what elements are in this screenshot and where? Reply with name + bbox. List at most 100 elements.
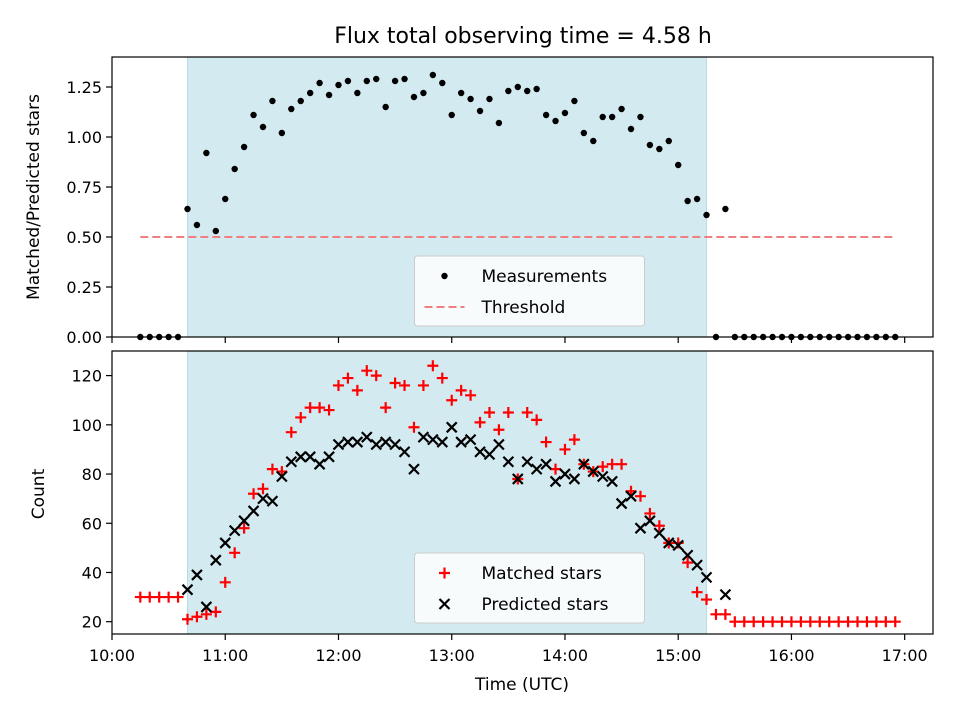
series-1 (134, 360, 901, 628)
data-point (842, 616, 854, 628)
y-tick-label: 60 (82, 514, 102, 533)
data-point (580, 129, 588, 137)
data-point (200, 608, 212, 620)
data-point (615, 497, 628, 510)
x-tick-label: 10:00 (89, 646, 135, 665)
data-point (559, 443, 571, 455)
data-point (748, 616, 760, 628)
data-point (785, 616, 797, 628)
data-point (193, 221, 201, 229)
legend-label: Predicted stars (482, 595, 609, 615)
data-point (533, 85, 540, 93)
data-point (540, 458, 552, 470)
data-point (361, 431, 373, 443)
data-point (410, 93, 418, 101)
data-point (229, 547, 241, 559)
data-point (502, 407, 514, 419)
data-point (719, 588, 732, 601)
data-point (391, 77, 399, 85)
data-point (814, 616, 826, 628)
data-point (521, 455, 533, 468)
data-point (540, 436, 552, 448)
data-point (493, 424, 505, 436)
x-tick-label: 12:00 (315, 646, 361, 665)
bottom-plot-area: 20 40 60 80 100 120 10:00 11:00 12:00 13:00 14:00 1… (71, 350, 934, 665)
data-point (181, 613, 193, 625)
data-point (408, 463, 420, 475)
data-point (524, 87, 531, 95)
data-point (587, 465, 600, 478)
y-tick-label: 100 (71, 416, 102, 435)
data-point (354, 89, 361, 97)
data-point (561, 109, 569, 117)
data-point (483, 407, 495, 419)
data-point (512, 473, 524, 485)
data-point (210, 554, 222, 566)
x-tick-label: 13:00 (429, 646, 475, 665)
data-point (542, 111, 550, 119)
data-point (304, 402, 316, 414)
data-point (238, 515, 250, 527)
data-point (399, 379, 411, 391)
data-point (625, 490, 637, 502)
data-point (295, 411, 307, 423)
data-point (578, 458, 590, 470)
y-tick-label: 0.00 (66, 328, 102, 347)
data-point (656, 145, 663, 153)
data-point (474, 446, 486, 458)
data-point (634, 490, 646, 502)
y-tick-label: 0.25 (66, 278, 102, 297)
data-point (332, 438, 345, 451)
data-point (351, 436, 364, 448)
data-point (219, 576, 231, 588)
data-point (590, 137, 597, 145)
data-point (710, 608, 722, 620)
data-point (646, 141, 654, 149)
data-point (738, 616, 750, 628)
data-point (172, 591, 184, 603)
legend-swatch (441, 272, 448, 280)
data-point (285, 426, 297, 438)
data-point (370, 438, 383, 451)
data-point (257, 492, 269, 505)
data-point (880, 616, 892, 628)
data-point (550, 463, 562, 475)
data-point (701, 594, 713, 606)
data-point (266, 495, 279, 507)
data-point (682, 557, 694, 569)
data-point (417, 431, 430, 443)
data-point (436, 372, 448, 384)
data-point (568, 434, 580, 446)
chart-title: Flux total observing time = 4.58 h (334, 24, 712, 49)
data-point (833, 616, 845, 628)
data-point (163, 591, 175, 603)
data-point (608, 113, 616, 121)
data-point (693, 195, 701, 203)
data-point (259, 123, 267, 131)
data-point (389, 377, 401, 389)
data-point (861, 616, 873, 628)
data-point (467, 95, 474, 103)
data-point (276, 470, 288, 483)
data-point (210, 606, 222, 618)
data-point (370, 370, 382, 382)
top-y-axis-label: Matched/Predicted stars (24, 94, 44, 300)
data-point (398, 446, 411, 458)
data-point (729, 616, 741, 628)
data-point (285, 455, 298, 468)
data-point (662, 537, 675, 549)
data-point (269, 97, 276, 105)
data-point (373, 75, 380, 83)
data-point (144, 591, 156, 603)
data-point (389, 438, 401, 451)
data-point (200, 601, 213, 613)
data-point (571, 97, 578, 105)
data-point (439, 79, 446, 87)
data-point (191, 611, 203, 623)
data-point (505, 87, 512, 95)
data-point (795, 616, 807, 628)
data-point (606, 475, 618, 488)
data-point (691, 559, 703, 571)
data-point (294, 451, 307, 463)
data-point (445, 421, 458, 434)
